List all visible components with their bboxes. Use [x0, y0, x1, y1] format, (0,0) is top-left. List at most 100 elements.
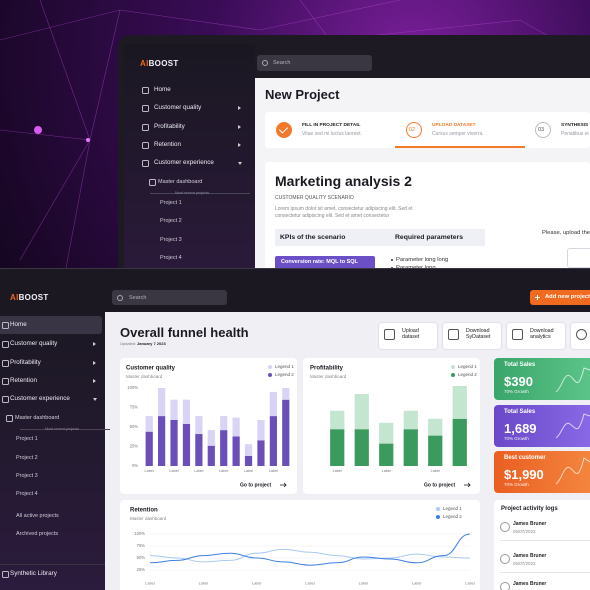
menu-icon	[2, 322, 9, 329]
stat-value: $1,990	[504, 467, 544, 483]
step-number: 02	[409, 126, 416, 133]
submenu-item: Master dashboard	[15, 414, 60, 421]
add-button[interactable]	[530, 290, 590, 305]
avatar	[500, 522, 510, 532]
brand-accent: AI	[10, 293, 19, 302]
divider	[500, 540, 590, 541]
menu-icon	[2, 341, 9, 348]
updated-date: January 7 2023	[137, 340, 166, 346]
action-icon	[512, 329, 523, 340]
upload-button[interactable]	[567, 248, 590, 268]
step-subtitle: Cursus semper viverra.	[432, 131, 484, 137]
search-box[interactable]	[257, 55, 372, 71]
menu-caret	[93, 378, 96, 383]
action-icon	[448, 329, 459, 340]
menu-icon	[142, 124, 149, 131]
stat-growth: 70% Growth	[504, 482, 529, 488]
column-header: KPIs of the scenario	[280, 233, 346, 241]
menu-caret	[238, 124, 241, 129]
step-title: UPLOAD DATASET	[432, 123, 476, 129]
active-step	[395, 112, 525, 148]
stat-title: Total Sales	[504, 409, 536, 416]
sidebar	[0, 312, 105, 590]
updated-label: Updated:	[120, 340, 137, 346]
menu-icon	[142, 160, 149, 167]
stat-growth: 70% Growth	[504, 389, 529, 395]
divider	[0, 564, 105, 565]
section-label: Most recent projects	[45, 426, 80, 431]
brand-accent: AI	[140, 59, 149, 68]
activity-title: Project activity logs	[501, 506, 558, 513]
project-link: Project 2	[16, 454, 38, 461]
menu-icon	[2, 378, 9, 385]
menu-caret	[93, 360, 96, 365]
stat-card	[494, 405, 590, 447]
menu-item: Customer quality	[154, 104, 202, 112]
search-box[interactable]	[112, 290, 227, 305]
project-link: Project 3	[160, 236, 182, 243]
library-link: Synthetic Library	[10, 570, 57, 578]
menu-item: Customer experience	[10, 395, 70, 403]
action-icon	[384, 329, 395, 340]
entry-name: James Bruner	[513, 521, 547, 527]
step-icon	[535, 122, 551, 138]
menu-caret	[238, 105, 241, 110]
chart-card	[303, 358, 480, 494]
glow-dot	[34, 126, 42, 134]
section-label: Most recent projects	[175, 190, 210, 195]
divider	[500, 572, 590, 573]
project-link: Project 2	[160, 217, 182, 224]
action-label: Download SyDataset	[466, 328, 491, 340]
menu-icon	[2, 396, 9, 403]
search-placeholder: Search	[129, 294, 147, 301]
parameter: Parameter long	[396, 264, 436, 271]
menu-caret	[93, 398, 97, 401]
entry-name: James Bruner	[513, 553, 547, 559]
add-button-text: Add new project	[545, 294, 590, 301]
menu-caret	[93, 341, 96, 346]
active-menu-bg	[0, 316, 102, 334]
menu-item: Profitability	[154, 123, 185, 131]
chart-card	[120, 500, 480, 590]
stat-value: 1,689	[504, 421, 537, 437]
search-placeholder: Search	[273, 59, 291, 66]
nav-link: Archived projects	[16, 530, 59, 537]
brand: AIBOOST	[140, 59, 179, 68]
menu-item: Retention	[10, 377, 37, 385]
menu-icon	[149, 179, 156, 186]
kpi-chip	[275, 256, 375, 269]
activity-card	[494, 500, 590, 590]
glow-dot	[86, 138, 90, 142]
menu-icon	[2, 571, 9, 578]
menu-item: Customer experience	[154, 159, 214, 167]
search-icon	[262, 60, 268, 66]
menu-item: Home	[10, 321, 27, 329]
brand: AIBOOST	[10, 293, 49, 302]
step-number: 03	[538, 126, 545, 133]
menu-item: Customer quality	[10, 340, 58, 348]
step-subtitle: Penatibus et magnis	[561, 131, 590, 137]
brand-name: BOOST	[148, 59, 179, 68]
page-title: New Project	[265, 87, 340, 103]
action-button[interactable]	[378, 322, 438, 350]
menu-item: Retention	[154, 141, 181, 149]
stat-value: $390	[504, 374, 533, 390]
action-button[interactable]	[442, 322, 502, 350]
step-done-icon	[276, 122, 292, 138]
stat-title: Best customer	[504, 455, 546, 462]
project-link: Project 4	[160, 254, 182, 261]
menu-icon	[6, 415, 13, 422]
plus-v	[537, 295, 538, 300]
stat-growth: 70% Growth	[504, 436, 529, 442]
menu-icon	[142, 87, 149, 94]
card-title: Marketing analysis 2	[275, 172, 412, 189]
menu-icon	[142, 105, 149, 112]
nav-link: All active projects	[16, 512, 59, 519]
action-button[interactable]	[506, 322, 566, 350]
project-link: Project 1	[160, 199, 182, 206]
step-icon	[406, 122, 422, 138]
brand-name: BOOST	[18, 293, 49, 302]
menu-caret	[238, 162, 242, 165]
